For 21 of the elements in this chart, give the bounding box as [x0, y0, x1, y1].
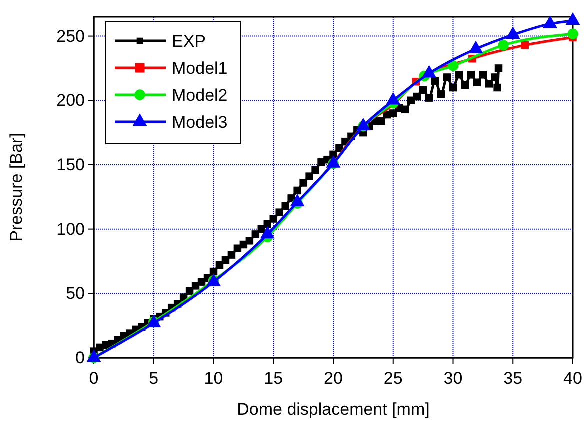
- x-tick-label: 30: [444, 369, 463, 388]
- x-axis-title: Dome displacement [mm]: [237, 400, 430, 419]
- x-tick-label: 20: [324, 369, 343, 388]
- x-tick-label: 10: [204, 369, 224, 388]
- legend-label: EXP: [172, 32, 206, 51]
- legend-label: Model3: [172, 113, 228, 132]
- y-tick-label: 0: [76, 348, 85, 368]
- x-tick-label: 0: [89, 369, 99, 388]
- x-tick-label: 35: [504, 369, 523, 388]
- x-tick-label: 5: [149, 369, 159, 388]
- y-tick-label: 250: [56, 26, 85, 46]
- x-tick-label: 25: [384, 369, 403, 388]
- y-axis-title: Pressure [Bar]: [7, 133, 26, 242]
- y-tick-label: 200: [56, 91, 85, 110]
- legend-label: Model1: [172, 59, 228, 78]
- x-tick-label: 40: [564, 369, 582, 388]
- legend-label: Model2: [172, 86, 228, 105]
- y-tick-label: 50: [66, 284, 85, 304]
- y-tick-label: 150: [56, 155, 85, 174]
- x-tick-label: 15: [264, 369, 284, 388]
- y-tick-label: 100: [56, 220, 85, 239]
